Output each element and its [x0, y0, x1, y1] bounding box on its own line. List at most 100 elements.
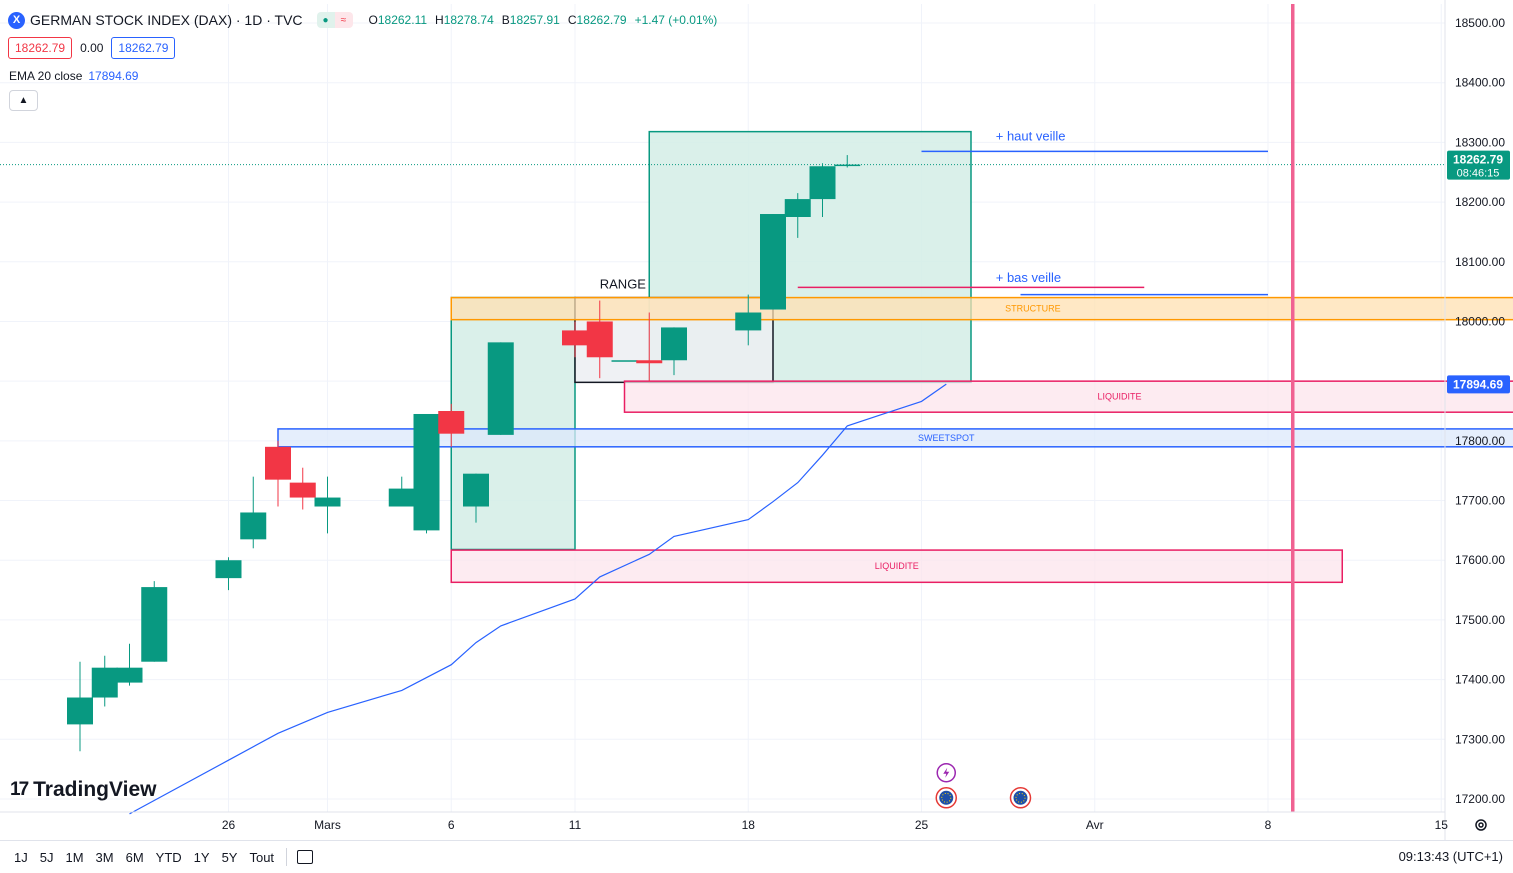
- candle-body[interactable]: [562, 330, 588, 345]
- candle-body[interactable]: [290, 483, 316, 498]
- candle-body[interactable]: [587, 321, 613, 357]
- tradingview-mark: 17: [10, 779, 27, 801]
- zone-label: LIQUIDITE: [1097, 392, 1141, 402]
- timeframe-1M[interactable]: 1M: [59, 848, 89, 867]
- ohlc-high-value: 18278.74: [444, 13, 494, 27]
- spread-value: 0.00: [80, 41, 103, 55]
- time-tick-label: 11: [569, 818, 582, 832]
- price-tick-label: 18000.00: [1455, 314, 1505, 328]
- timeframe-3M[interactable]: 3M: [90, 848, 120, 867]
- ohlc-change-value: +1.47 (+0.01%): [635, 13, 718, 27]
- price-tick-label: 17800.00: [1455, 434, 1505, 448]
- time-tick-label: 25: [915, 818, 929, 832]
- price-tick-label: 18500.00: [1455, 16, 1505, 30]
- ohlc-open-label: O: [369, 13, 378, 27]
- candle-body[interactable]: [488, 342, 514, 435]
- price-tick-label: 17300.00: [1455, 732, 1505, 746]
- candle-body[interactable]: [117, 668, 143, 683]
- ohlc-close-label: C: [568, 13, 577, 27]
- annotation-text[interactable]: RANGE: [600, 277, 647, 292]
- time-tick-label: 18: [742, 818, 756, 832]
- zone-liquidite[interactable]: [625, 381, 1513, 412]
- price-tick-label: 17600.00: [1455, 553, 1505, 567]
- candle-body[interactable]: [92, 668, 118, 698]
- price-tick-label: 18400.00: [1455, 76, 1505, 90]
- clock-time[interactable]: 09:13:43 (UTC+1): [1399, 849, 1503, 864]
- candle-body[interactable]: [389, 489, 415, 507]
- ohlc-low-value: 18257.91: [510, 13, 560, 27]
- chart-canvas[interactable]: STRUCTURELIQUIDITESWEETSPOTLIQUIDITERANG…: [0, 0, 1513, 840]
- indicator-legend[interactable]: EMA 20 close 17894.69: [9, 69, 138, 83]
- market-open-icon: ●: [317, 12, 335, 28]
- current-price-value: 18262.79: [1453, 153, 1503, 167]
- buy-price-button[interactable]: 18262.79: [111, 37, 175, 59]
- candle-body[interactable]: [636, 360, 662, 363]
- annotation-text[interactable]: + bas veille: [996, 270, 1061, 285]
- ohlc-low-label: B: [502, 13, 510, 27]
- candle-body[interactable]: [438, 411, 464, 434]
- candle-body[interactable]: [810, 166, 836, 199]
- calendar-icon[interactable]: [297, 850, 313, 864]
- timeframe-5J[interactable]: 5J: [34, 848, 60, 867]
- time-tick-label: 15: [1435, 818, 1449, 832]
- ohlc-open-value: 18262.11: [378, 13, 427, 27]
- zone-label: STRUCTURE: [1005, 304, 1061, 314]
- price-tick-label: 17400.00: [1455, 673, 1505, 687]
- time-tick-label: Avr: [1086, 818, 1104, 832]
- tradingview-wordmark: TradingView: [33, 778, 156, 802]
- candle-body[interactable]: [141, 587, 167, 662]
- candle-body[interactable]: [315, 498, 341, 507]
- symbol-title[interactable]: GERMAN STOCK INDEX (DAX) · 1D · TVC: [30, 12, 303, 28]
- bottom-toolbar: 1J 5J 1M 3M 6M YTD 1Y 5Y Tout 09:13:43 (…: [0, 840, 1513, 873]
- annotation-text[interactable]: + haut veille: [996, 129, 1066, 144]
- price-tick-label: 17500.00: [1455, 613, 1505, 627]
- candle-body[interactable]: [216, 560, 242, 578]
- candle-body[interactable]: [414, 414, 440, 530]
- ema-price-value: 17894.69: [1453, 377, 1503, 391]
- chart-header: X GERMAN STOCK INDEX (DAX) · 1D · TVC ● …: [8, 9, 717, 31]
- candle-body[interactable]: [735, 313, 761, 331]
- price-boxes: 18262.79 0.00 18262.79: [8, 37, 175, 59]
- price-tick-label: 18200.00: [1455, 195, 1505, 209]
- ohlc-values: O18262.11 H18278.74 B18257.91 C18262.79 …: [369, 13, 718, 27]
- timeframe-1J[interactable]: 1J: [8, 848, 34, 867]
- candle-body[interactable]: [661, 327, 687, 360]
- price-tick-label: 17700.00: [1455, 494, 1505, 508]
- candle-body[interactable]: [785, 199, 811, 217]
- gear-icon[interactable]: [1473, 817, 1489, 833]
- zone-structure[interactable]: [451, 298, 1513, 320]
- price-tick-label: 18100.00: [1455, 255, 1505, 269]
- timeframe-Tout[interactable]: Tout: [243, 848, 280, 867]
- time-tick-label: Mars: [314, 818, 341, 832]
- indicator-name: EMA 20 close: [9, 69, 82, 83]
- timeframe-5Y[interactable]: 5Y: [216, 848, 244, 867]
- candle-body[interactable]: [834, 165, 860, 167]
- toolbar-divider: [286, 848, 287, 866]
- candle-body[interactable]: [67, 698, 93, 725]
- candle-body[interactable]: [240, 512, 266, 539]
- candle-body[interactable]: [463, 474, 489, 507]
- timeframe-YTD[interactable]: YTD: [150, 848, 188, 867]
- price-tick-label: 17200.00: [1455, 792, 1505, 806]
- candle-body[interactable]: [265, 447, 291, 480]
- time-tick-label: 6: [448, 818, 455, 832]
- time-tick-label: 8: [1265, 818, 1272, 832]
- sell-price-button[interactable]: 18262.79: [8, 37, 72, 59]
- indicator-value: 17894.69: [88, 69, 138, 83]
- time-tick-label: 26: [222, 818, 236, 832]
- symbol-badge[interactable]: X: [8, 12, 25, 29]
- timeframe-6M[interactable]: 6M: [120, 848, 150, 867]
- chevron-up-icon[interactable]: ▲: [9, 90, 38, 111]
- price-tick-label: 18300.00: [1455, 135, 1505, 149]
- zone-label: LIQUIDITE: [875, 561, 919, 571]
- ohlc-close-value: 18262.79: [577, 13, 627, 27]
- timeframe-1Y[interactable]: 1Y: [188, 848, 216, 867]
- tradingview-logo[interactable]: 17 TradingView: [10, 778, 156, 802]
- price-axis[interactable]: 18500.00 18400.00 18300.00 18200.00 18100.00…: [1445, 0, 1505, 840]
- market-delay-icon: ≈: [335, 12, 353, 28]
- ohlc-high-label: H: [435, 13, 444, 27]
- candle-body[interactable]: [760, 214, 786, 310]
- candle-body[interactable]: [612, 360, 638, 362]
- market-status-pill[interactable]: ● ≈: [317, 12, 353, 28]
- time-axis[interactable]: 26 Mars 6 11 18 25 Avr 8 15: [0, 812, 1448, 832]
